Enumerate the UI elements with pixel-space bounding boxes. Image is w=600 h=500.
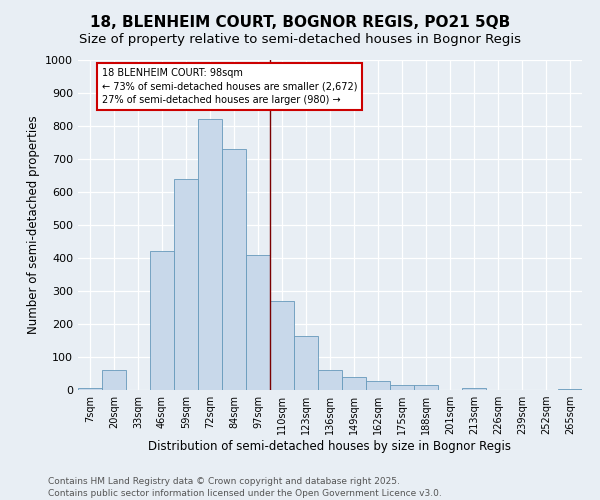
Bar — [199, 120, 221, 390]
Bar — [79, 388, 101, 390]
X-axis label: Distribution of semi-detached houses by size in Bognor Regis: Distribution of semi-detached houses by … — [149, 440, 511, 453]
Bar — [295, 336, 317, 390]
Text: Contains HM Land Registry data © Crown copyright and database right 2025.
Contai: Contains HM Land Registry data © Crown c… — [48, 476, 442, 498]
Bar — [343, 377, 365, 390]
Bar — [415, 385, 437, 390]
Y-axis label: Number of semi-detached properties: Number of semi-detached properties — [26, 116, 40, 334]
Bar — [151, 252, 173, 390]
Text: Size of property relative to semi-detached houses in Bognor Regis: Size of property relative to semi-detach… — [79, 32, 521, 46]
Bar — [559, 389, 581, 390]
Bar — [103, 370, 125, 390]
Bar — [319, 370, 341, 390]
Bar — [463, 388, 485, 390]
Bar — [271, 301, 293, 390]
Bar — [223, 149, 245, 390]
Bar — [367, 381, 389, 390]
Bar — [391, 385, 413, 390]
Bar — [247, 254, 269, 390]
Bar — [175, 179, 197, 390]
Text: 18 BLENHEIM COURT: 98sqm
← 73% of semi-detached houses are smaller (2,672)
27% o: 18 BLENHEIM COURT: 98sqm ← 73% of semi-d… — [102, 68, 358, 104]
Text: 18, BLENHEIM COURT, BOGNOR REGIS, PO21 5QB: 18, BLENHEIM COURT, BOGNOR REGIS, PO21 5… — [90, 15, 510, 30]
